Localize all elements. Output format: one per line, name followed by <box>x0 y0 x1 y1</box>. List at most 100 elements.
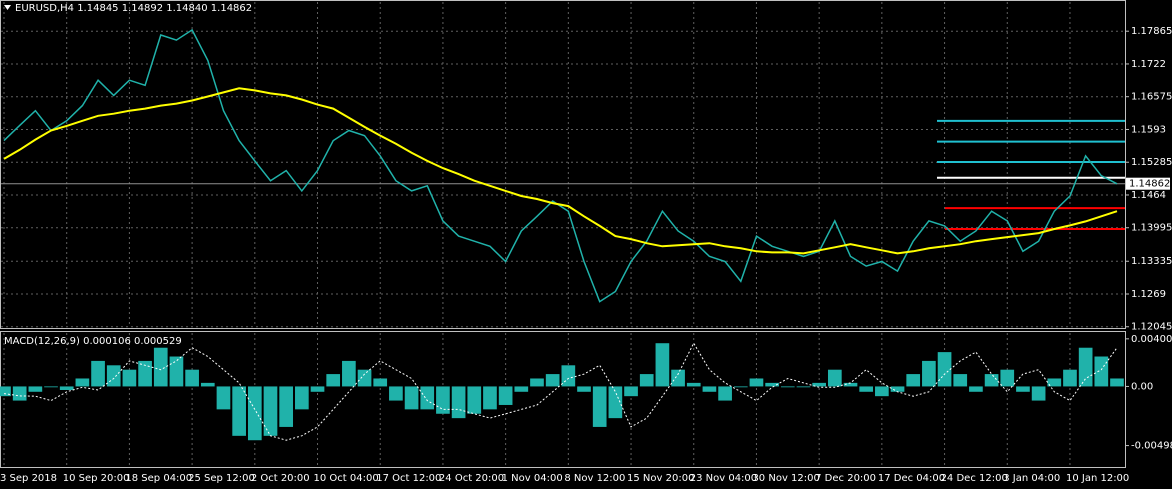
y-tick-label: 1.1464 <box>1131 190 1166 201</box>
x-tick-label: 17 Dec 04:00 <box>878 473 945 484</box>
histogram-bar <box>812 382 826 387</box>
x-tick-label: 17 Oct 12:00 <box>376 473 441 484</box>
y-tick-label: 1.13335 <box>1131 256 1172 267</box>
indicator-title: MACD(12,26,9) 0.000106 0.000529 <box>4 336 182 347</box>
histogram-bar <box>592 386 607 427</box>
histogram-bar <box>28 386 43 392</box>
histogram-bar <box>702 386 717 392</box>
current-price-box <box>1126 177 1170 190</box>
y-tick-label: 0.004009 <box>1131 334 1172 345</box>
x-tick-label: 8 Nov 12:00 <box>564 473 625 484</box>
histogram-bar <box>577 386 591 392</box>
price-pane-frame <box>0 0 1126 329</box>
histogram-bar <box>138 360 152 387</box>
y-tick-label: 1.17865 <box>1131 26 1172 37</box>
histogram-bar <box>890 386 905 392</box>
histogram-bar <box>342 360 356 387</box>
chart-title: EURUSD,H4 1.14845 1.14892 1.14840 1.1486… <box>15 3 252 14</box>
histogram-bar <box>185 369 199 387</box>
y-tick-label: 1.15285 <box>1131 157 1172 168</box>
x-tick-label: 10 Jan 12:00 <box>1066 473 1129 484</box>
histogram-bar <box>122 369 137 387</box>
histogram-bar <box>530 378 544 387</box>
current-price-label: 1.14862 <box>1129 179 1170 190</box>
histogram-bar <box>827 369 842 387</box>
histogram-bar <box>561 365 576 387</box>
x-tick-label: 24 Oct 20:00 <box>439 473 504 484</box>
histogram-bar <box>310 386 325 392</box>
price-line <box>3 87 1118 255</box>
histogram-bar <box>404 386 419 410</box>
signal-line <box>3 342 1118 441</box>
histogram-bar <box>44 386 58 388</box>
x-tick-label: 3 Sep 2018 <box>0 473 57 484</box>
histogram-bar <box>875 386 889 397</box>
y-tick-label: -0.00498 <box>1131 441 1172 452</box>
histogram-bar <box>1047 378 1062 387</box>
histogram-bar <box>59 386 74 390</box>
histogram-bar <box>75 378 90 387</box>
histogram-bar <box>843 382 858 387</box>
histogram-bar <box>295 386 309 410</box>
histogram-bar <box>1110 378 1124 387</box>
menu-arrow[interactable] <box>4 5 11 10</box>
y-tick-label: 1.1269 <box>1131 289 1166 300</box>
x-tick-label: 23 Nov 04:00 <box>690 473 757 484</box>
histogram-bar <box>106 365 121 387</box>
histogram-bar <box>765 382 779 387</box>
histogram-bar <box>357 369 372 387</box>
histogram-bar <box>1031 386 1046 401</box>
histogram-bar <box>608 386 623 419</box>
price-line <box>3 28 1118 303</box>
grid <box>1 2 1125 467</box>
histogram-bar <box>655 343 670 387</box>
plot <box>0 28 1125 441</box>
histogram-bar <box>91 360 105 387</box>
x-tick-label: 15 Nov 20:00 <box>627 473 694 484</box>
histogram-bar <box>671 369 685 387</box>
histogram-bar <box>718 386 732 401</box>
histogram-bar <box>514 386 529 392</box>
histogram-bar <box>733 386 748 388</box>
histogram-bar <box>1016 386 1030 392</box>
x-tick-label: 10 Sep 20:00 <box>63 473 130 484</box>
x-tick-label: 24 Dec 12:00 <box>941 473 1008 484</box>
histogram-bar <box>1094 356 1109 387</box>
histogram-bar <box>389 386 403 401</box>
histogram-bar <box>639 374 654 387</box>
histogram-bar <box>436 386 450 414</box>
histogram-bar <box>200 382 215 387</box>
histogram-bar <box>326 374 341 387</box>
y-tick-label: 0.00 <box>1131 381 1153 392</box>
histogram-bar <box>247 386 262 441</box>
histogram-bar <box>749 378 764 387</box>
histogram-bar <box>498 386 513 405</box>
histogram-bar <box>12 386 27 401</box>
histogram-bar <box>545 374 560 387</box>
histogram-bar <box>937 352 952 387</box>
y-tick-label: 1.12045 <box>1131 322 1172 333</box>
histogram-bar <box>451 386 466 419</box>
histogram-bar <box>953 374 968 387</box>
histogram-bar <box>216 386 231 410</box>
histogram-bar <box>780 386 795 388</box>
histogram-bar <box>859 386 874 392</box>
histogram-bar <box>1063 369 1077 387</box>
histogram-bar <box>153 347 168 387</box>
x-tick-label: 1 Nov 04:00 <box>502 473 563 484</box>
histogram-bar <box>483 386 497 410</box>
x-tick-label: 7 Dec 20:00 <box>815 473 876 484</box>
histogram-bar <box>420 386 435 410</box>
histogram-bar <box>1000 369 1015 387</box>
y-tick-label: 1.1722 <box>1131 59 1166 70</box>
histogram-bar <box>232 386 246 436</box>
histogram-bar <box>373 378 388 387</box>
y-tick-label: 1.16575 <box>1131 92 1172 103</box>
x-tick-label: 3 Jan 04:00 <box>1003 473 1060 484</box>
histogram-bar <box>906 374 921 387</box>
histogram-bar <box>796 386 811 388</box>
histogram-bar <box>1078 347 1093 387</box>
histogram-bar <box>624 386 638 397</box>
